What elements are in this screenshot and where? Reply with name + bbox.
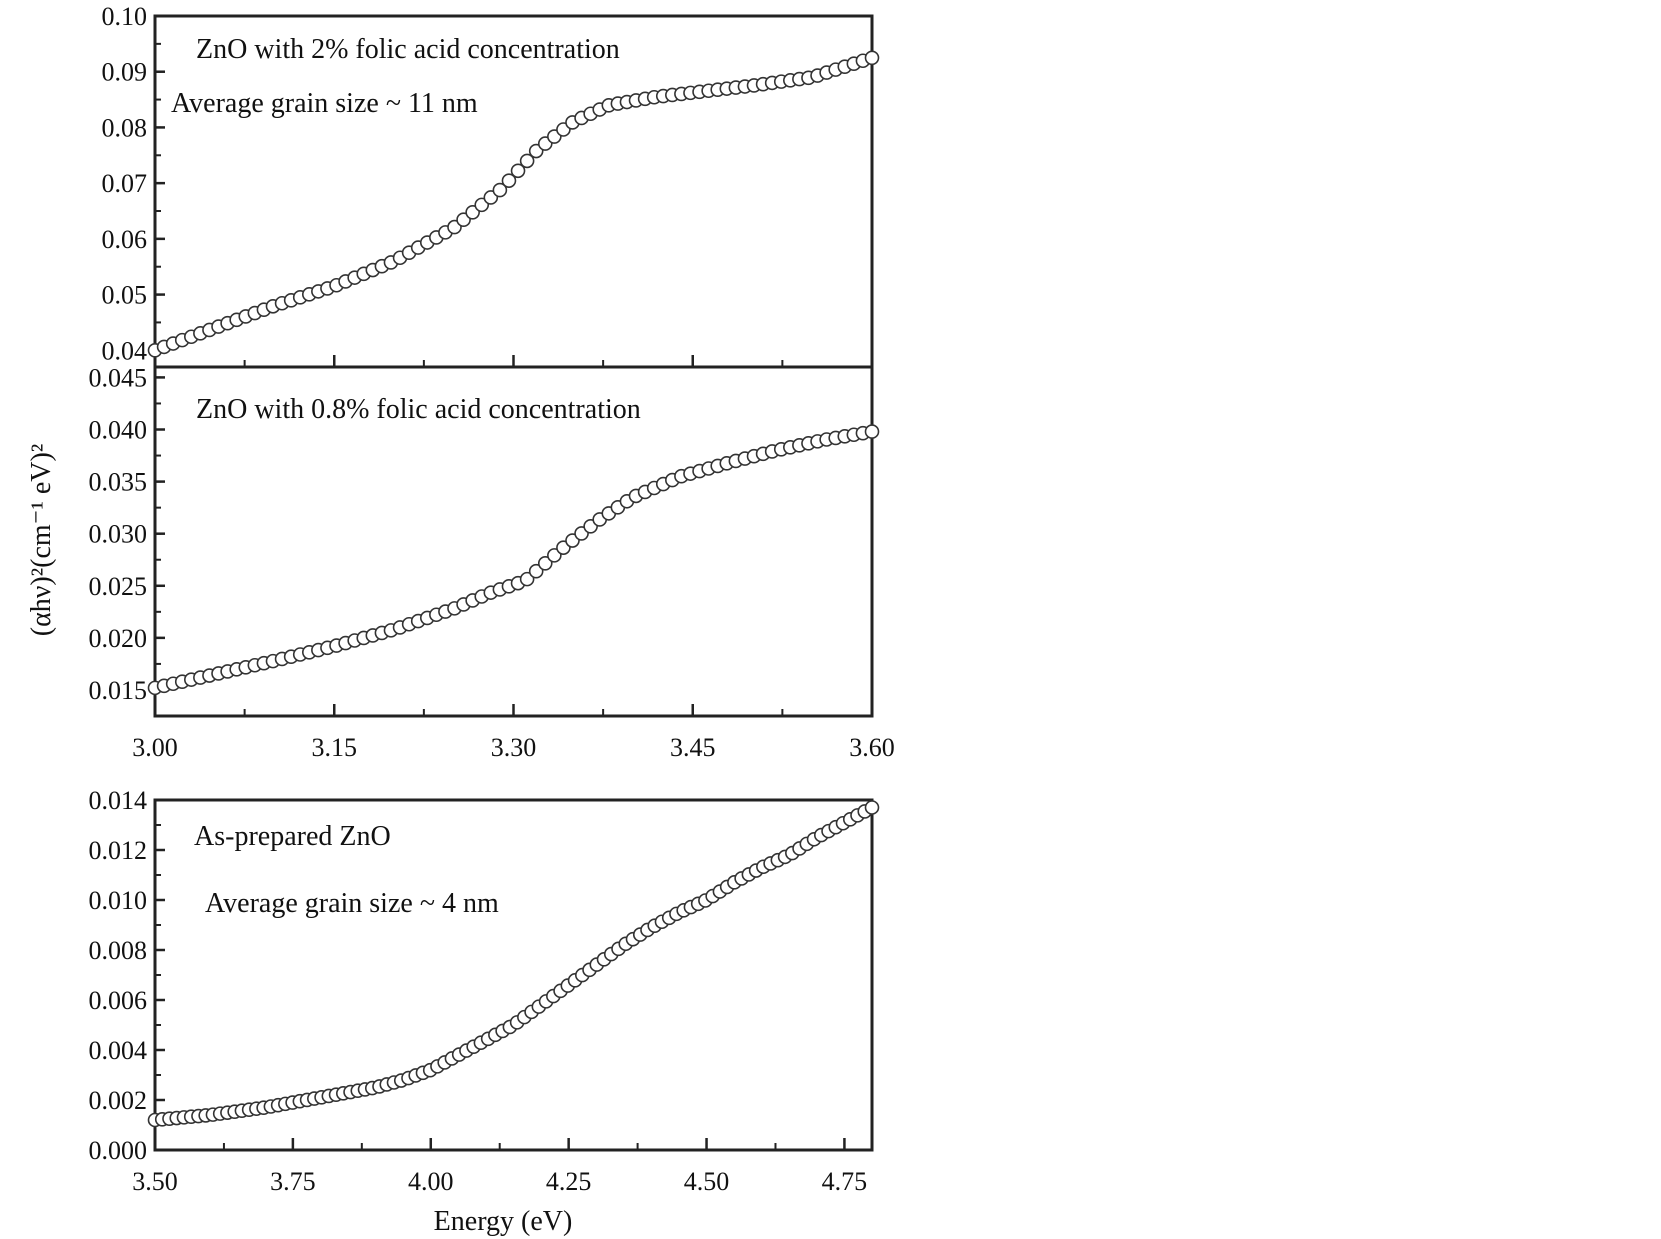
panel-bottom: 0.000 0.002 0.004 0.006 0.008 0.010 0.012 0.014… bbox=[89, 786, 880, 1196]
y-tick-label: 0.08 bbox=[102, 113, 148, 142]
y-axis-title: (αhν)²(cm⁻¹ eV)² bbox=[26, 444, 57, 636]
panel-middle: 0.015 0.020 0.025 0.030 0.035 0.040 0.045 3.00 3… bbox=[89, 363, 895, 762]
y-tick-label: 0.025 bbox=[89, 572, 148, 601]
x-tick-label: 4.25 bbox=[546, 1167, 592, 1196]
y-tick-label: 0.10 bbox=[102, 2, 148, 31]
y-tick-label: 0.07 bbox=[102, 169, 148, 198]
data-point bbox=[501, 173, 517, 188]
panel-annotation: Average grain size ~ 4 nm bbox=[205, 888, 499, 919]
x-tick-label: 3.45 bbox=[670, 733, 716, 762]
data-point bbox=[864, 800, 880, 815]
panel-top: 0.04 0.05 0.06 0.07 0.08 0.09 0.10 ZnO with 2% … bbox=[102, 2, 880, 369]
y-tick-label: 0.09 bbox=[102, 58, 148, 87]
y-tick-label: 0.004 bbox=[89, 1036, 148, 1065]
data-point bbox=[528, 563, 544, 579]
y-tick-label: 0.014 bbox=[89, 786, 148, 815]
y-tick-label: 0.040 bbox=[89, 416, 148, 445]
x-tick-label: 3.15 bbox=[312, 733, 358, 762]
panel-annotation: As-prepared ZnO bbox=[194, 821, 391, 852]
panel-annotation: ZnO with 2% folic acid concentration bbox=[196, 34, 620, 65]
x-tick-label: 4.75 bbox=[822, 1167, 868, 1196]
x-tick-label: 4.50 bbox=[684, 1167, 730, 1196]
x-tick-label: 3.60 bbox=[849, 733, 895, 762]
x-axis-title: Energy (eV) bbox=[434, 1206, 573, 1237]
y-tick-label: 0.04 bbox=[102, 336, 148, 365]
x-tick-label: 3.30 bbox=[491, 733, 537, 762]
data-point bbox=[864, 50, 880, 66]
plot-frame bbox=[153, 798, 874, 1152]
data-point bbox=[864, 424, 880, 439]
y-tick-label: 0.06 bbox=[102, 225, 148, 254]
y-tick-label: 0.010 bbox=[89, 886, 148, 915]
x-tick-label: 3.50 bbox=[132, 1167, 178, 1196]
x-tick-label: 3.00 bbox=[132, 733, 178, 762]
y-tick-label: 0.002 bbox=[89, 1086, 148, 1115]
y-tick-label: 0.045 bbox=[89, 363, 148, 392]
y-tick-label: 0.012 bbox=[89, 836, 148, 865]
panel-annotation: ZnO with 0.8% folic acid concentration bbox=[196, 394, 641, 425]
data-point bbox=[537, 555, 553, 571]
y-tick-label: 0.008 bbox=[89, 936, 148, 965]
y-tick-label: 0.020 bbox=[89, 624, 148, 653]
panel-annotation: Average grain size ~ 11 nm bbox=[171, 88, 478, 119]
y-tick-label: 0.05 bbox=[102, 281, 148, 310]
y-tick-label: 0.015 bbox=[89, 676, 148, 705]
y-tick-label: 0.030 bbox=[89, 520, 148, 549]
data-point bbox=[519, 153, 535, 169]
data-point bbox=[519, 571, 535, 587]
data-point bbox=[510, 163, 526, 179]
y-tick-label: 0.006 bbox=[89, 986, 148, 1015]
data-point bbox=[492, 182, 508, 198]
data-point bbox=[547, 548, 562, 563]
y-tick-label: 0.035 bbox=[89, 468, 148, 497]
y-tick-label: 0.000 bbox=[89, 1136, 148, 1165]
x-tick-label: 4.00 bbox=[408, 1167, 454, 1196]
x-tick-label: 3.75 bbox=[270, 1167, 316, 1196]
